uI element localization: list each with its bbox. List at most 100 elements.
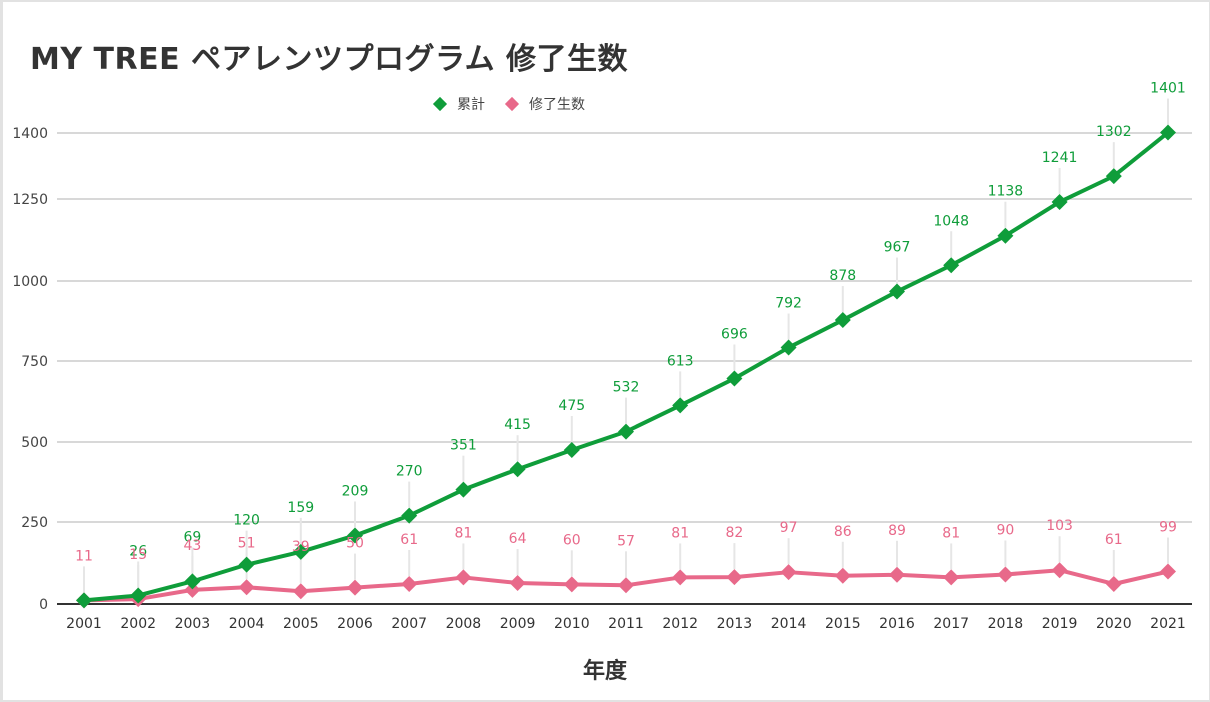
data-point-marker bbox=[943, 569, 960, 586]
data-label: 792 bbox=[775, 296, 802, 312]
data-point-marker bbox=[509, 461, 526, 478]
data-point-marker bbox=[618, 423, 634, 440]
chart-title: MY TREE ペアレンツプログラム 修了生数 bbox=[30, 42, 629, 77]
data-point-marker bbox=[455, 481, 472, 498]
y-tick-label: 250 bbox=[21, 515, 48, 531]
x-tick-label: 2006 bbox=[337, 616, 373, 632]
data-point-marker bbox=[184, 573, 201, 590]
data-label: 209 bbox=[342, 483, 369, 499]
x-tick-label: 2014 bbox=[771, 616, 807, 632]
x-tick-label: 2015 bbox=[825, 616, 861, 632]
data-point-marker bbox=[997, 227, 1014, 244]
data-label: 270 bbox=[396, 464, 423, 480]
data-label: 99 bbox=[1159, 520, 1177, 536]
data-point-marker bbox=[889, 566, 905, 583]
data-label: 120 bbox=[233, 513, 260, 529]
data-point-marker bbox=[563, 442, 580, 458]
data-label: 26 bbox=[129, 543, 147, 559]
label-leader-lines bbox=[83, 98, 1169, 593]
data-point-marker bbox=[672, 397, 689, 414]
x-tick-label: 2019 bbox=[1042, 616, 1078, 632]
data-point-marker bbox=[1051, 193, 1068, 210]
data-point-marker bbox=[997, 566, 1014, 583]
data-label: 613 bbox=[667, 353, 694, 369]
x-tick-label: 2010 bbox=[554, 616, 590, 632]
legend-item-cumulative[interactable]: 累計 bbox=[432, 94, 485, 114]
y-tick-label: 1250 bbox=[12, 192, 48, 208]
x-tick-label: 2002 bbox=[120, 616, 156, 632]
data-label: 97 bbox=[780, 520, 798, 536]
data-point-marker bbox=[292, 583, 309, 600]
data-point-marker bbox=[943, 257, 960, 274]
data-label: 61 bbox=[1105, 532, 1123, 548]
data-label: 81 bbox=[671, 525, 689, 541]
data-label: 967 bbox=[884, 240, 911, 256]
x-tick-label: 2003 bbox=[175, 616, 211, 632]
data-point-marker bbox=[726, 569, 743, 586]
data-label: 81 bbox=[942, 525, 960, 541]
data-label: 1138 bbox=[988, 184, 1024, 200]
data-point-marker bbox=[1160, 124, 1176, 141]
data-point-marker bbox=[780, 339, 797, 356]
data-label: 60 bbox=[563, 532, 581, 548]
data-point-marker bbox=[347, 527, 363, 544]
data-label: 89 bbox=[888, 523, 906, 539]
x-tick-label: 2004 bbox=[229, 616, 265, 632]
data-point-marker bbox=[1160, 563, 1176, 580]
data-label: 15 bbox=[129, 547, 147, 563]
legend-label-cumulative: 累計 bbox=[457, 97, 485, 113]
x-axis-title: 年度 bbox=[582, 659, 627, 684]
x-tick-label: 2009 bbox=[500, 616, 536, 632]
data-label: 351 bbox=[450, 438, 477, 454]
data-label: 61 bbox=[400, 532, 418, 548]
data-label: 51 bbox=[238, 535, 256, 551]
data-point-marker bbox=[184, 581, 201, 598]
data-label: 415 bbox=[504, 417, 531, 433]
data-point-marker bbox=[401, 575, 418, 592]
x-axis-ticks: 2001 2002 2003 2004 2005 2006 2007 2008 2009 2010… bbox=[66, 616, 1186, 632]
data-point-marker bbox=[834, 567, 851, 584]
data-label: 532 bbox=[613, 380, 640, 396]
series-layer bbox=[76, 124, 1176, 609]
data-label: 1401 bbox=[1150, 81, 1186, 97]
legend-label-graduates: 修了生数 bbox=[529, 97, 585, 113]
data-point-marker bbox=[509, 575, 526, 592]
legend-item-graduates[interactable]: 修了生数 bbox=[504, 94, 585, 114]
data-point-marker bbox=[401, 507, 418, 524]
data-label: 39 bbox=[292, 539, 310, 555]
data-point-marker bbox=[455, 569, 472, 586]
data-label: 69 bbox=[183, 529, 201, 545]
data-point-marker bbox=[292, 543, 309, 560]
data-point-marker bbox=[76, 592, 92, 609]
data-label: 43 bbox=[183, 538, 201, 554]
data-point-marker bbox=[1105, 575, 1122, 592]
data-point-marker bbox=[889, 283, 905, 300]
data-label: 696 bbox=[721, 326, 748, 342]
data-point-marker bbox=[563, 576, 580, 593]
y-axis-ticks: 0 250 500 750 1000 1250 1400 bbox=[12, 126, 48, 613]
data-label: 1241 bbox=[1042, 150, 1078, 166]
data-point-marker bbox=[780, 564, 797, 581]
x-tick-label: 2017 bbox=[933, 616, 969, 632]
data-label: 103 bbox=[1046, 518, 1073, 534]
chart-legend: 累計 修了生数 bbox=[432, 94, 607, 114]
x-tick-label: 2008 bbox=[446, 616, 482, 632]
gridlines bbox=[57, 132, 1192, 523]
data-label: 475 bbox=[558, 398, 585, 414]
data-point-marker bbox=[672, 569, 689, 586]
data-point-marker bbox=[726, 370, 743, 387]
y-tick-label: 500 bbox=[21, 435, 48, 451]
x-tick-label: 2011 bbox=[608, 616, 644, 632]
data-point-marker bbox=[238, 556, 255, 573]
data-label: 1302 bbox=[1096, 124, 1132, 140]
data-label: 159 bbox=[287, 500, 314, 516]
data-point-marker bbox=[130, 587, 147, 604]
data-label: 64 bbox=[509, 531, 527, 547]
x-tick-label: 2021 bbox=[1150, 616, 1186, 632]
y-tick-label: 0 bbox=[39, 597, 48, 613]
data-label: 50 bbox=[346, 536, 364, 552]
x-tick-label: 2018 bbox=[988, 616, 1024, 632]
data-point-marker bbox=[1105, 168, 1122, 185]
data-label: 11 bbox=[75, 548, 93, 564]
